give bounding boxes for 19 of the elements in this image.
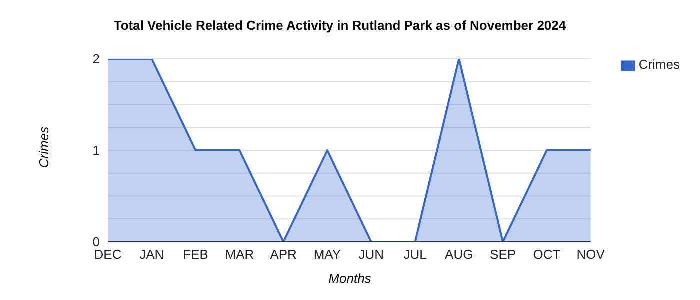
x-tick-label: SEP [490,247,516,262]
x-tick-label: JUN [358,247,384,262]
x-tick-label: DEC [94,247,122,262]
x-tick-label: JAN [140,247,164,262]
y-tick-label: 2 [92,52,100,67]
y-tick-label: 0 [92,234,100,250]
x-tick-label: APR [270,247,297,262]
chart-title: Total Vehicle Related Crime Activity in Rutland Park as of November 2024 [112,18,568,33]
x-axis-title: Months [328,271,372,286]
x-tick-label: MAY [314,247,342,262]
x-tick-label: FEB [183,247,208,262]
legend-label: Crimes [638,57,680,72]
x-tick-label: AUG [445,247,474,262]
x-tick-label: MAR [225,247,254,262]
x-tick-label: NOV [576,247,606,262]
x-tick-label: JUL [404,247,427,262]
y-axis-title: Crimes [36,126,52,170]
y-tick-label: 1 [92,143,100,158]
x-tick-label: OCT [533,247,561,262]
